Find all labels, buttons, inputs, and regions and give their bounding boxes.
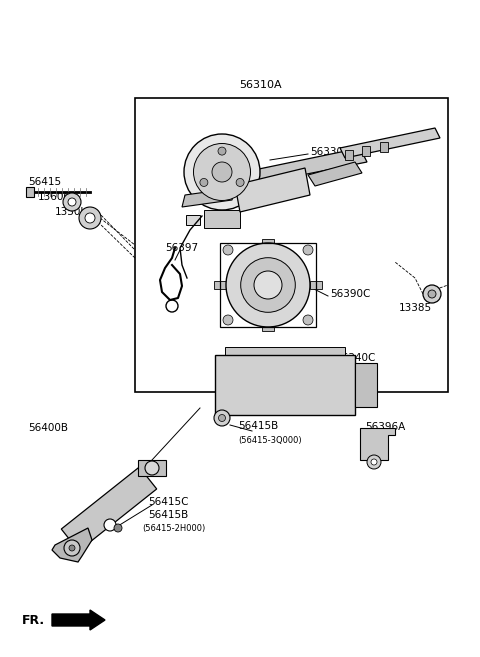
Text: 56396A: 56396A — [365, 422, 405, 432]
Polygon shape — [52, 528, 92, 562]
Circle shape — [423, 285, 441, 303]
Circle shape — [218, 147, 226, 155]
Text: 56390C: 56390C — [330, 289, 371, 299]
Circle shape — [428, 290, 436, 298]
Circle shape — [114, 524, 122, 532]
Text: 56415C: 56415C — [148, 497, 189, 507]
Polygon shape — [308, 162, 362, 186]
Circle shape — [212, 162, 232, 182]
Polygon shape — [362, 146, 370, 156]
Polygon shape — [230, 148, 367, 188]
Polygon shape — [215, 355, 355, 415]
Circle shape — [193, 143, 251, 200]
Polygon shape — [235, 168, 310, 212]
Text: 56400B: 56400B — [28, 423, 68, 433]
Polygon shape — [26, 187, 34, 197]
Polygon shape — [340, 128, 440, 158]
Circle shape — [226, 243, 310, 327]
Polygon shape — [345, 150, 353, 160]
Text: 1360CF: 1360CF — [38, 192, 78, 202]
Circle shape — [371, 459, 377, 465]
Text: 13385: 13385 — [398, 303, 432, 313]
Circle shape — [68, 198, 76, 206]
Circle shape — [200, 179, 208, 187]
Polygon shape — [186, 215, 200, 225]
Polygon shape — [225, 347, 345, 355]
Text: 56415B: 56415B — [238, 421, 278, 431]
Polygon shape — [262, 239, 274, 247]
Text: 1350LE: 1350LE — [55, 207, 94, 217]
Circle shape — [223, 245, 233, 255]
Text: 56330A: 56330A — [310, 147, 350, 157]
Polygon shape — [52, 610, 105, 630]
Circle shape — [218, 415, 226, 422]
Circle shape — [85, 213, 95, 223]
Polygon shape — [182, 188, 235, 207]
Polygon shape — [380, 142, 388, 152]
Circle shape — [367, 455, 381, 469]
Polygon shape — [310, 281, 322, 289]
Circle shape — [184, 134, 260, 210]
Polygon shape — [214, 281, 226, 289]
Text: 56415: 56415 — [28, 177, 61, 187]
Circle shape — [104, 519, 116, 531]
Polygon shape — [61, 467, 156, 551]
Circle shape — [63, 193, 81, 211]
Text: 56415B: 56415B — [148, 510, 188, 520]
Circle shape — [64, 540, 80, 556]
Text: 56310A: 56310A — [239, 80, 281, 90]
Circle shape — [254, 271, 282, 299]
Text: FR.: FR. — [22, 614, 45, 627]
Polygon shape — [355, 363, 377, 407]
Polygon shape — [262, 323, 274, 331]
Polygon shape — [138, 460, 166, 476]
Circle shape — [236, 179, 244, 187]
Text: 56397: 56397 — [165, 243, 198, 253]
Polygon shape — [204, 210, 240, 228]
Circle shape — [240, 258, 295, 312]
Bar — [135, 98, 448, 392]
Text: (56415-2H000): (56415-2H000) — [142, 524, 205, 533]
Circle shape — [69, 545, 75, 551]
Text: 56340C: 56340C — [335, 353, 375, 363]
Circle shape — [145, 461, 159, 475]
Circle shape — [223, 315, 233, 325]
Polygon shape — [360, 428, 395, 460]
Text: (56415-3Q000): (56415-3Q000) — [238, 436, 301, 445]
Circle shape — [214, 410, 230, 426]
Circle shape — [303, 315, 313, 325]
Circle shape — [79, 207, 101, 229]
Circle shape — [303, 245, 313, 255]
